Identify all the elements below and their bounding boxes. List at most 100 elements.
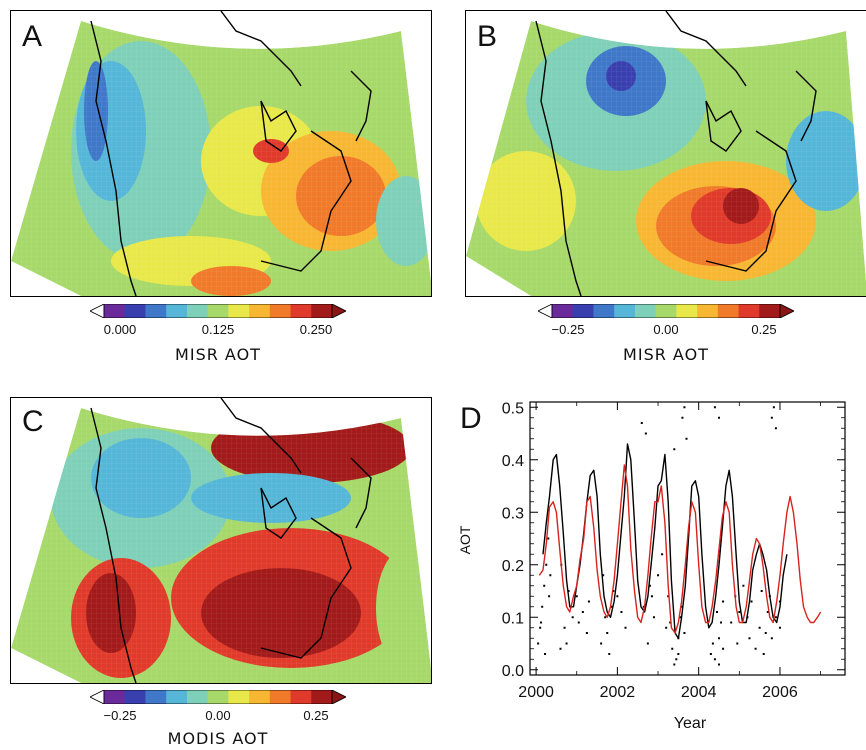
plot-area: 0.0 0.1 0.2 0.3 0.4 0.5 2000 2002 2004 2006 (502, 400, 846, 701)
scatter-point (685, 437, 688, 440)
colorbar-swatch (124, 304, 146, 318)
scatter-point (624, 626, 627, 629)
scatter-point (675, 658, 678, 661)
y-tick-label: 0.0 (502, 663, 524, 680)
scatter-point (738, 611, 741, 613)
colorbar-swatch (552, 304, 574, 318)
scatter-point (720, 621, 723, 624)
scatter-point (760, 590, 763, 592)
scatter-point (754, 647, 757, 650)
scatter-point (679, 616, 682, 619)
scatter-point (577, 621, 580, 624)
colorbar-high-arrow (331, 690, 346, 704)
scatter-point (640, 422, 643, 424)
colorbar-swatch (676, 304, 698, 318)
colorbar-swatch (207, 304, 229, 318)
colorbar-high-arrow (331, 304, 346, 318)
colorbar-swatch (228, 304, 250, 318)
colorbar-swatch (717, 304, 740, 318)
scatter-point (718, 637, 720, 640)
scatter-point (758, 626, 761, 629)
colorbar-swatch (634, 304, 657, 318)
colorbar-a-tick: 0.250 (299, 322, 333, 337)
scatter-point (549, 574, 552, 577)
colorbar-swatch (166, 690, 188, 704)
colorbar-swatch (207, 690, 229, 704)
colorbar-c (90, 690, 346, 704)
y-tick-label: 0.4 (502, 453, 524, 470)
scatter-point (742, 584, 745, 587)
scatter-point (711, 642, 714, 645)
colorbar-swatch (290, 304, 312, 318)
scatter-point (681, 416, 684, 419)
colorbar-c-tick: −0.25 (103, 708, 137, 723)
scatter-point (657, 574, 660, 577)
colorbar-swatch (572, 304, 594, 318)
scatter-point (762, 653, 765, 655)
panel-label-d: D (460, 402, 482, 435)
scatter-point (766, 611, 769, 613)
colorbar-swatch (186, 690, 209, 704)
colorbar-swatch (697, 304, 719, 318)
scatter-point (673, 663, 676, 666)
scatter-point (608, 653, 611, 655)
scatter-point (642, 605, 645, 608)
scatter-point (644, 432, 647, 435)
time-series-chart: D 0.0 0.1 0.2 0.3 0.4 0.5 2000 2002 2004 2006 AOT… (457, 400, 846, 732)
panel-label-c: C (22, 405, 44, 438)
scatter-point (736, 642, 739, 645)
map-b-svg (466, 11, 866, 296)
y-tick-label: 0.3 (502, 505, 524, 522)
y-tick-label: 0.5 (502, 400, 524, 417)
scatter-point (713, 406, 716, 409)
colorbar-b-tick: 0.25 (751, 322, 777, 337)
colorbar-c-tick: 0.25 (303, 708, 329, 723)
map-panel-b (465, 10, 866, 297)
colorbar-swatch (104, 304, 126, 318)
y-tick-label: 0.1 (502, 610, 524, 627)
colorbar-swatch (311, 304, 333, 318)
scatter-point (565, 642, 568, 645)
colorbar-swatch (186, 304, 209, 318)
scatter-point (774, 616, 777, 619)
colorbar-swatch (269, 304, 292, 318)
scatter-point (606, 632, 609, 634)
scatter-point (770, 637, 773, 640)
scatter-point (677, 653, 680, 655)
scatter-point (750, 600, 753, 603)
map-a-svg (11, 11, 431, 296)
colorbar-swatch (655, 304, 677, 318)
scatter-point (563, 626, 566, 629)
colorbar-a-tick: 0.125 (201, 322, 235, 337)
colorbar-swatch (593, 304, 615, 318)
colorbar-swatch (759, 304, 781, 318)
scatter-point (567, 590, 570, 592)
scatter-point (545, 563, 548, 566)
colorbar-swatch (290, 690, 312, 704)
scatter-point (604, 616, 607, 619)
scatter-point (667, 595, 670, 598)
colorbar-a-tick: 0.000 (103, 322, 137, 337)
map-panel-c (10, 397, 432, 684)
scatter-point (620, 611, 623, 613)
colorbar-swatch (269, 690, 292, 704)
colorbar-swatch (738, 304, 760, 318)
colorbar-swatch (166, 304, 188, 318)
scatter-point (671, 647, 674, 650)
scatter-point (722, 600, 725, 603)
scatter-point (650, 595, 653, 598)
scatter-point (683, 632, 686, 634)
colorbar-b-tick: 0.00 (653, 322, 679, 337)
y-axis-label: AOT (457, 525, 473, 554)
colorbar-c-title: MODIS AOT (167, 729, 269, 748)
scatter-point (539, 626, 542, 629)
scatter-point (610, 605, 613, 608)
scatter-point (718, 663, 720, 666)
x-tick-label: 2004 (681, 684, 717, 701)
scatter-point (722, 647, 725, 650)
scatter-point (665, 626, 668, 629)
x-tick-label: 2006 (762, 684, 798, 701)
scatter-point (770, 416, 773, 419)
x-tick-label: 2002 (600, 684, 636, 701)
colorbar-swatch (311, 690, 333, 704)
